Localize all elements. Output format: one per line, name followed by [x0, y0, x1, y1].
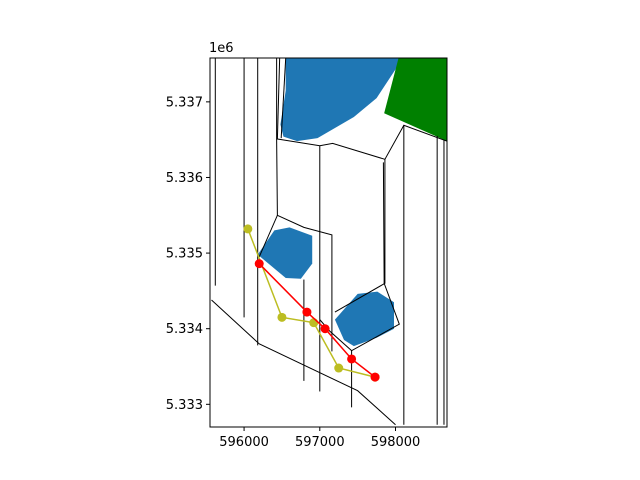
series-red-point-5 [370, 372, 380, 382]
series-red-point-4 [347, 354, 357, 364]
series-red [254, 259, 380, 382]
series-red-point-3 [320, 324, 330, 334]
series-yellow-point-4 [334, 363, 344, 373]
y-tick-label: 5.334 [166, 322, 203, 337]
boundary-line-7 [276, 58, 281, 139]
water-body-north [280, 58, 401, 142]
series-yellow-point-3 [309, 318, 319, 328]
series-yellow [243, 224, 380, 382]
y-offset-label: 1e6 [209, 41, 234, 56]
y-axis: 5.333 5.334 5.335 5.336 5.337 [166, 95, 210, 413]
y-tick-label: 5.333 [166, 398, 203, 413]
series-yellow-point-1 [243, 224, 253, 234]
axes-frame [209, 57, 448, 428]
boundary-line-9 [258, 215, 278, 258]
y-tick-label: 5.337 [166, 95, 203, 110]
y-tick-label: 5.336 [166, 171, 203, 186]
x-tick-label: 597000 [295, 435, 345, 450]
series-red-point-1 [254, 259, 264, 269]
boundary-line-12 [334, 159, 386, 313]
x-tick-label: 598000 [371, 435, 421, 450]
series-red-point-2 [302, 307, 312, 317]
boundary-line-6 [276, 124, 447, 160]
green-area [384, 58, 447, 142]
boundary-line-2 [211, 299, 396, 426]
x-tick-label: 596000 [219, 435, 269, 450]
water-body-east [334, 291, 394, 347]
boundary-line-8 [280, 58, 287, 139]
water-body-west [257, 227, 313, 279]
x-axis: 596000 597000 598000 [219, 427, 420, 450]
series-layer [243, 224, 380, 382]
boundary-line-5 [276, 58, 333, 352]
polygons-layer [257, 58, 447, 347]
series-yellow-point-2 [277, 312, 287, 322]
boundaries-layer [211, 58, 447, 426]
plot-area [211, 58, 447, 426]
y-tick-label: 5.335 [166, 247, 203, 262]
